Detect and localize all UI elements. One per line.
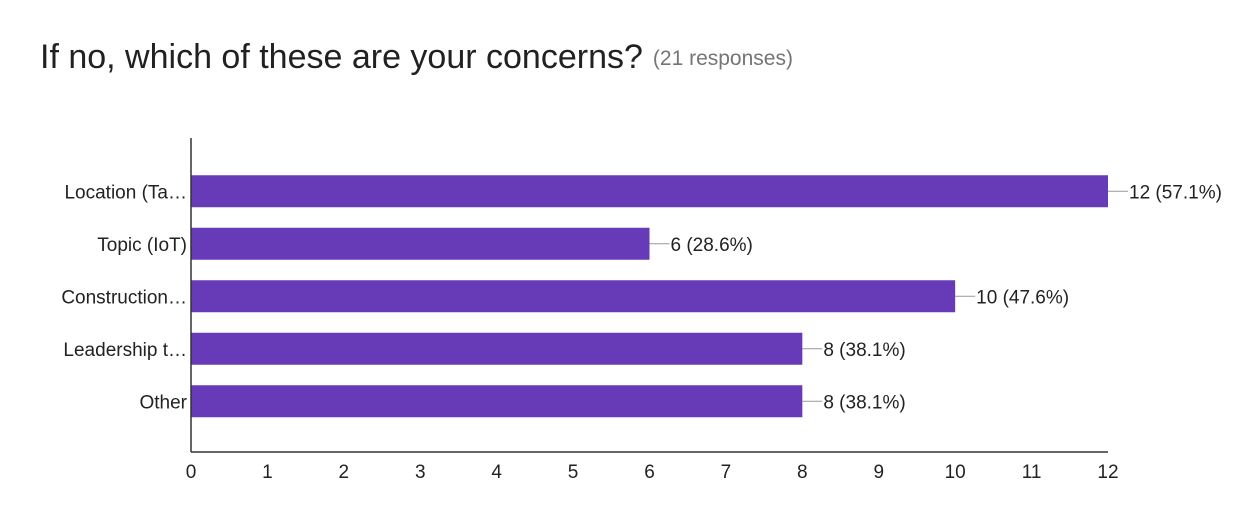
labels-group: Location (Ta… 12 (57.1%) Topic (IoT) 6 (28.… — [61, 182, 1222, 413]
chart-title-row: If no, which of these are your concerns?… — [40, 38, 793, 77]
bar-4 — [191, 385, 803, 418]
category-label-1: Topic (IoT) — [97, 235, 187, 256]
x-tick-label-12: 12 — [1097, 462, 1118, 483]
category-label-4: Other — [139, 392, 187, 413]
axes-group: 0 1 2 3 4 5 6 7 8 9 10 11 12 — [186, 138, 1119, 483]
x-tick-label-2: 2 — [339, 462, 350, 483]
bar-0 — [191, 175, 1108, 208]
x-tick-label-6: 6 — [644, 462, 655, 483]
x-tick-label-9: 9 — [873, 462, 884, 483]
x-tick-label-1: 1 — [262, 462, 273, 483]
bar-2 — [191, 280, 956, 313]
x-tick-label-0: 0 — [186, 462, 197, 483]
category-label-3: Leadership t… — [63, 340, 187, 361]
x-tick-label-5: 5 — [568, 462, 579, 483]
x-tick-label-8: 8 — [797, 462, 808, 483]
x-tick-label-7: 7 — [721, 462, 732, 483]
data-label-1: 6 (28.6%) — [671, 235, 753, 256]
category-label-0: Location (Ta… — [64, 182, 187, 203]
x-tick-label-11: 11 — [1022, 462, 1042, 483]
x-tick-label-4: 4 — [491, 462, 502, 483]
bar-1 — [191, 227, 650, 260]
data-label-2: 10 (47.6%) — [976, 287, 1069, 308]
data-label-4: 8 (38.1%) — [823, 392, 905, 413]
x-tick-label-10: 10 — [945, 462, 966, 483]
data-label-0: 12 (57.1%) — [1129, 182, 1222, 203]
bar-3 — [191, 332, 803, 365]
chart-title: If no, which of these are your concerns? — [40, 38, 643, 76]
data-label-3: 8 (38.1%) — [823, 340, 905, 361]
category-label-2: Construction… — [61, 287, 187, 308]
bars-group — [191, 175, 1108, 418]
response-count: (21 responses) — [652, 47, 793, 70]
x-tick-label-3: 3 — [415, 462, 426, 483]
